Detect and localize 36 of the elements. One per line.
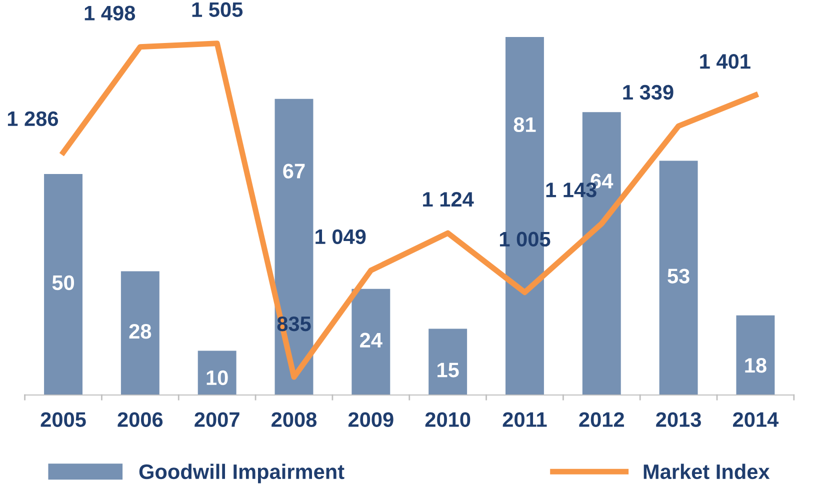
x-tick-label: 2005 bbox=[40, 412, 86, 427]
legend-label: Goodwill Impairment bbox=[139, 464, 344, 484]
bar bbox=[198, 350, 236, 395]
data-label: 67 bbox=[283, 164, 305, 178]
data-label: 1 505 bbox=[192, 2, 243, 18]
bar bbox=[274, 98, 314, 395]
data-label: 1 339 bbox=[623, 84, 674, 100]
data-label: 1 498 bbox=[84, 6, 136, 21]
data-label: 28 bbox=[129, 324, 152, 339]
x-tick-label: 2014 bbox=[733, 412, 779, 427]
data-label: 1 286 bbox=[8, 111, 58, 126]
data-label: 81 bbox=[514, 117, 536, 132]
data-label: 50 bbox=[52, 275, 74, 290]
x-tick-label: 2007 bbox=[194, 412, 240, 427]
bar bbox=[352, 288, 390, 395]
data-label: 15 bbox=[438, 362, 459, 378]
data-label: 10 bbox=[206, 370, 228, 386]
data-label: 18 bbox=[745, 358, 766, 373]
legend-label: Market Index bbox=[644, 464, 770, 480]
data-label: 1 124 bbox=[423, 192, 474, 207]
data-label: 53 bbox=[668, 268, 690, 284]
bar bbox=[428, 328, 468, 395]
x-tick-label: 2008 bbox=[272, 412, 317, 427]
x-tick-label: 2006 bbox=[118, 412, 163, 427]
bar bbox=[736, 315, 775, 395]
x-tick-label: 2009 bbox=[348, 412, 394, 427]
bar bbox=[44, 174, 82, 395]
data-label: 1 049 bbox=[316, 229, 366, 244]
bar bbox=[120, 271, 160, 395]
data-label: 1 401 bbox=[700, 54, 750, 69]
data-label: 24 bbox=[360, 332, 382, 348]
x-tick-label: 2013 bbox=[656, 412, 701, 427]
x-tick-label: 2011 bbox=[502, 412, 547, 427]
x-tick-label: 2012 bbox=[579, 412, 624, 427]
x-tick-label: 2010 bbox=[425, 412, 470, 427]
bar bbox=[659, 160, 698, 395]
